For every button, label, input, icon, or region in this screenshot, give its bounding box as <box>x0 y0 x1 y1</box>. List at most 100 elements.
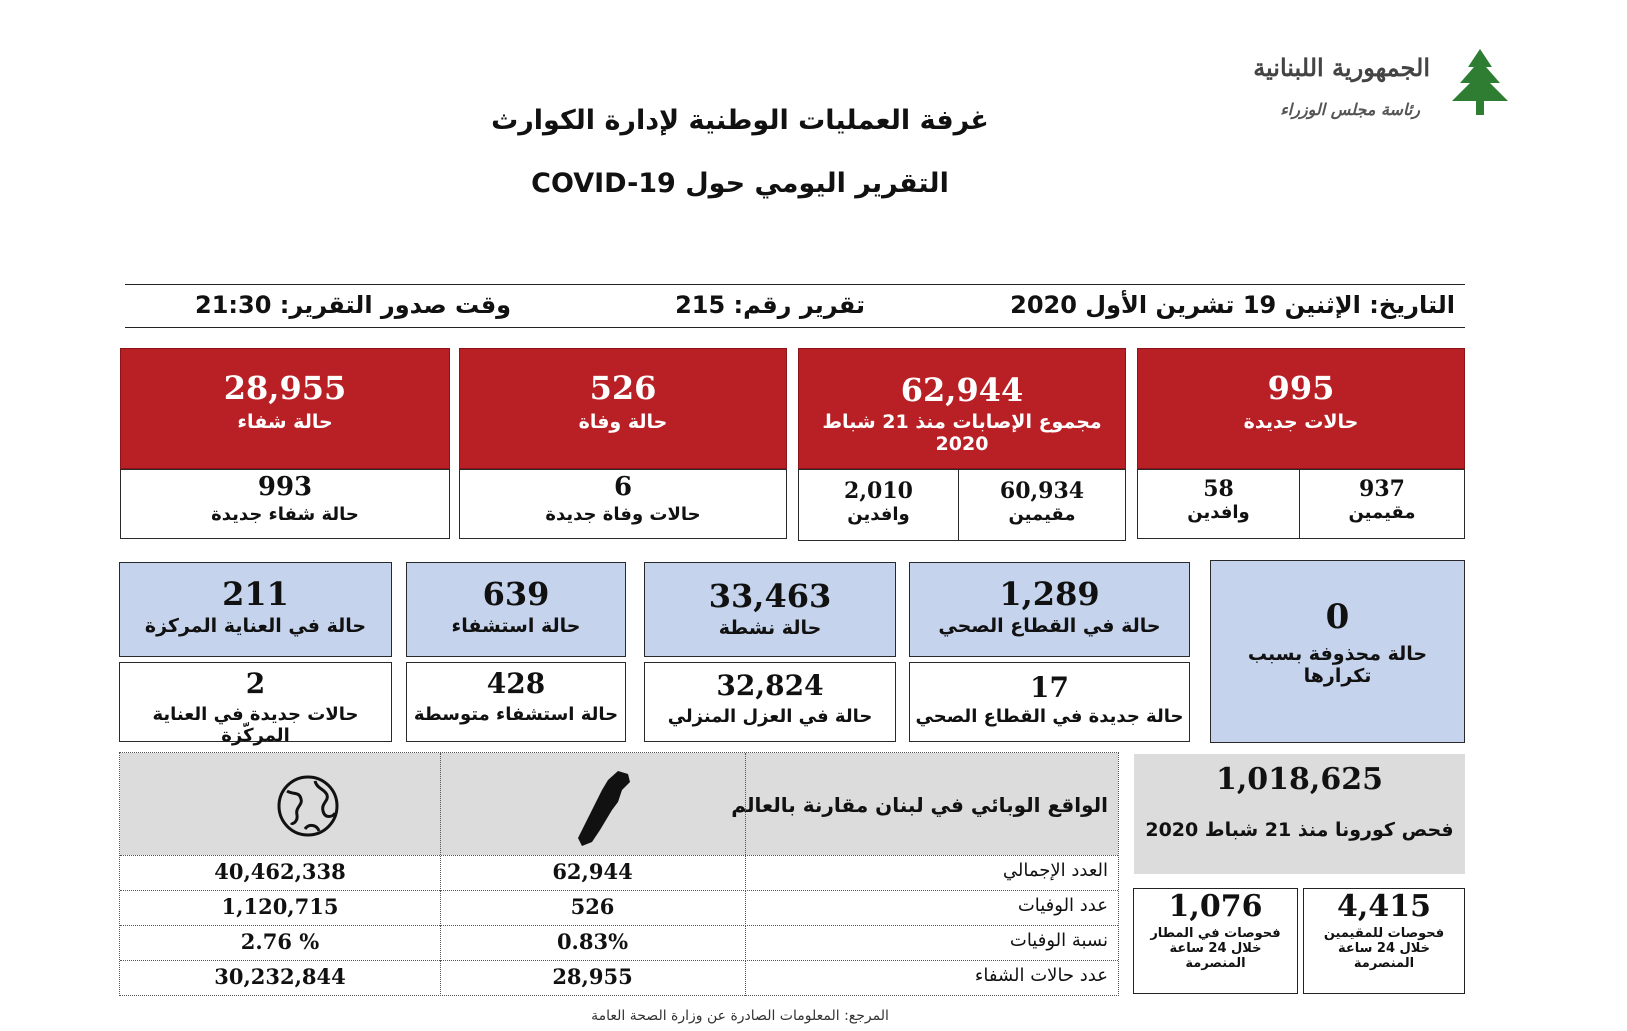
comparison-row-label: عدد حالات الشفاء <box>974 965 1108 986</box>
comparison-table: الواقع الوبائي في لبنان مقارنة بالعالم ا… <box>119 752 1119 996</box>
airport-tests-value: 1,076 <box>1168 889 1263 924</box>
new-health-sector-cell: 17 حالة جديدة في القطاع الصحي <box>909 662 1190 742</box>
comparison-lebanon-value: 0.83% <box>556 929 629 954</box>
new-cases-value: 995 <box>1267 369 1335 407</box>
hospitalized-value: 639 <box>482 575 550 613</box>
total-residents-label: مقيمين <box>1008 504 1076 525</box>
active-cases-value: 33,463 <box>708 577 832 615</box>
new-recovered-cell: 993 حالة شفاء جديدة <box>120 469 450 539</box>
home-isolation-value: 32,824 <box>716 669 824 702</box>
airport-tests-cell: 1,076 فحوصات في المطار خلال 24 ساعة المن… <box>1133 888 1298 994</box>
new-residents-cell: 937 مقيمين <box>1299 469 1465 539</box>
moderate-hospital-label: حالة استشفاء متوسطة <box>413 704 619 725</box>
source-footnote: المرجع: المعلومات الصادرة عن وزارة الصحة… <box>591 1008 889 1024</box>
total-tests-card: 1,018,625 فحص كورونا منذ 21 شباط 2020 <box>1134 754 1465 874</box>
header-divider <box>440 753 441 855</box>
new-icu-value: 2 <box>245 667 266 700</box>
home-isolation-cell: 32,824 حالة في العزل المنزلي <box>644 662 896 742</box>
recovered-value: 28,955 <box>223 369 347 407</box>
comparison-title: الواقع الوبائي في لبنان مقارنة بالعالم <box>731 793 1108 817</box>
total-residents-value: 60,934 <box>999 478 1085 504</box>
comparison-world-value: 40,462,338 <box>214 859 346 884</box>
total-tests-value: 1,018,625 <box>1215 762 1383 797</box>
recovered-card: 28,955 حالة شفاء <box>120 348 450 469</box>
airport-tests-label-3: المنصرمة <box>1185 956 1246 971</box>
deaths-label: حالة وفاة <box>578 411 668 433</box>
resident-tests-cell: 4,415 فحوصات للمقيمين خلال 24 ساعة المنص… <box>1303 888 1465 994</box>
comparison-row-label: نسبة الوفيات <box>1009 930 1108 951</box>
info-bar: التاريخ: الإثنين 19 تشرين الأول 2020 تقر… <box>125 284 1465 328</box>
health-sector-card: 1,289 حالة في القطاع الصحي <box>909 562 1190 657</box>
health-sector-value: 1,289 <box>999 575 1100 613</box>
icu-value: 211 <box>222 575 289 613</box>
icu-label: حالة في العناية المركزة <box>144 615 367 637</box>
new-arrivals-value: 58 <box>1203 476 1234 502</box>
health-sector-label: حالة في القطاع الصحي <box>938 615 1161 637</box>
total-arrivals-value: 2,010 <box>844 478 913 504</box>
moderate-hospital-value: 428 <box>486 667 546 700</box>
total-tests-label: فحص كورونا منذ 21 شباط 2020 <box>1145 819 1454 841</box>
logo-subtext: رئاسة مجلس الوزراء <box>1280 100 1420 119</box>
resident-tests-label-2: خلال 24 ساعة <box>1337 941 1431 956</box>
logo-text: الجمهورية اللبنانية <box>1253 53 1430 82</box>
comparison-row: نسبة الوفيات 0.83% 2.76 % <box>120 925 1118 961</box>
row-divider <box>440 961 441 996</box>
deleted-cases-value: 0 <box>1325 597 1350 637</box>
total-arrivals-label: وافدين <box>847 504 910 525</box>
lebanon-map-icon <box>578 771 630 846</box>
total-residents-cell: 60,934 مقيمين <box>958 469 1126 541</box>
comparison-row: عدد الوفيات 526 1,120,715 <box>120 890 1118 926</box>
new-cases-label: حالات جديدة <box>1243 411 1359 433</box>
report-date: التاريخ: الإثنين 19 تشرين الأول 2020 <box>1010 291 1455 319</box>
page-title: غرفة العمليات الوطنية لإدارة الكوارث <box>491 105 989 136</box>
new-arrivals-cell: 58 وافدين <box>1137 469 1300 539</box>
new-icu-cell: 2 حالات جديدة في العناية المركّزة <box>119 662 392 746</box>
report-issue-time: وقت صدور التقرير: 21:30 <box>195 291 512 319</box>
row-divider <box>745 961 746 996</box>
row-divider <box>440 856 441 891</box>
comparison-lebanon-value: 62,944 <box>552 859 633 884</box>
deaths-value: 526 <box>589 369 657 407</box>
new-health-sector-label: حالة جديدة في القطاع الصحي <box>915 706 1184 727</box>
new-residents-label: مقيمين <box>1348 502 1416 523</box>
recovered-label: حالة شفاء <box>237 411 333 433</box>
new-cases-card: 995 حالات جديدة <box>1137 348 1465 469</box>
new-recovered-value: 993 <box>257 472 313 502</box>
comparison-world-value: 2.76 % <box>240 929 320 954</box>
total-arrivals-cell: 2,010 وافدين <box>798 469 959 541</box>
comparison-row: العدد الإجمالي 62,944 40,462,338 <box>120 855 1118 891</box>
active-cases-label: حالة نشطة <box>718 617 822 639</box>
new-recovered-label: حالة شفاء جديدة <box>211 504 359 525</box>
cedar-tree-icon <box>1452 49 1508 115</box>
deleted-cases-label: حالة محذوفة بسبب تكرارها <box>1247 643 1428 687</box>
page-subtitle: التقرير اليومي حول COVID-19 <box>531 168 949 199</box>
comparison-header <box>120 753 1118 855</box>
icu-card: 211 حالة في العناية المركزة <box>119 562 392 657</box>
comparison-row-label: عدد الوفيات <box>1017 895 1108 916</box>
new-deaths-label: حالات وفاة جديدة <box>545 504 701 525</box>
report-number: تقرير رقم: 215 <box>675 291 865 319</box>
new-deaths-cell: 6 حالات وفاة جديدة <box>459 469 787 539</box>
row-divider <box>745 926 746 961</box>
moderate-hospital-cell: 428 حالة استشفاء متوسطة <box>406 662 626 742</box>
header-divider <box>745 753 746 855</box>
active-cases-card: 33,463 حالة نشطة <box>644 562 896 657</box>
airport-tests-label-1: فحوصات في المطار <box>1150 926 1281 941</box>
total-cases-card: 62,944 مجموع الإصابات منذ 21 شباط 2020 <box>798 348 1126 469</box>
hospitalized-card: 639 حالة استشفاء <box>406 562 626 657</box>
resident-tests-label-1: فحوصات للمقيمين <box>1323 926 1445 941</box>
comparison-lebanon-value: 526 <box>570 894 615 919</box>
row-divider <box>745 891 746 926</box>
new-residents-value: 937 <box>1359 476 1405 502</box>
comparison-world-value: 1,120,715 <box>221 894 339 919</box>
new-icu-label: حالات جديدة في العناية المركّزة <box>152 704 359 746</box>
globe-icon <box>277 775 339 837</box>
home-isolation-label: حالة في العزل المنزلي <box>667 706 873 727</box>
row-divider <box>440 926 441 961</box>
logo: الجمهورية اللبنانية رئاسة مجلس الوزراء <box>1250 45 1520 135</box>
new-health-sector-value: 17 <box>1030 671 1069 704</box>
airport-tests-label-2: خلال 24 ساعة <box>1169 941 1262 956</box>
row-divider <box>745 856 746 891</box>
hospitalized-label: حالة استشفاء <box>451 615 581 637</box>
comparison-lebanon-value: 28,955 <box>552 964 633 989</box>
